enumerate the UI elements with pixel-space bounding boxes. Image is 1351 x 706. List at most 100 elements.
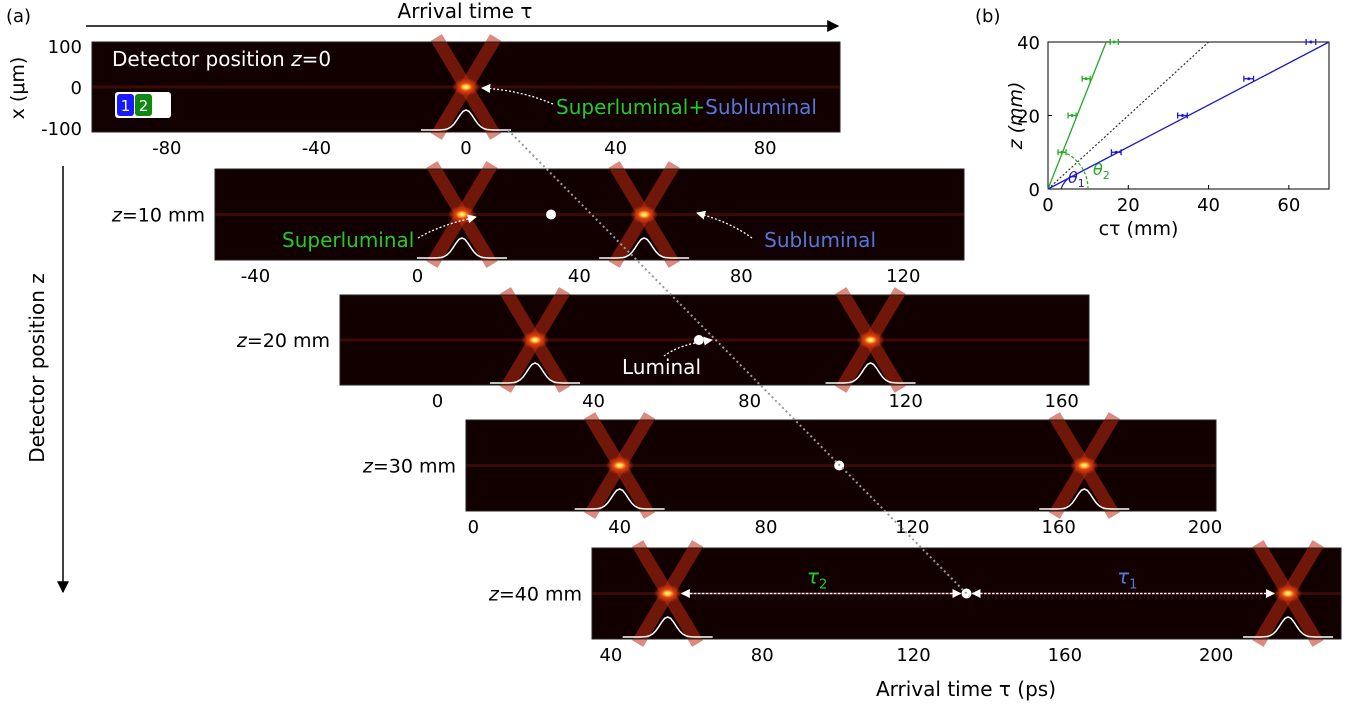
theta1-label: θ1 (1068, 168, 1085, 190)
y-tick-label: 40 (1017, 33, 1040, 54)
annotation-superluminal: Superluminal (282, 228, 414, 252)
spot-core (630, 205, 659, 224)
x-tick-label: -80 (152, 138, 181, 159)
x-tick-label: 40 (1197, 195, 1220, 216)
top-axis-label: Arrival time τ (398, 0, 533, 23)
x-tick-label: -40 (302, 138, 331, 159)
series-blue (1047, 39, 1330, 190)
x-tick-label: 80 (755, 517, 778, 538)
strip-z2: 0 40 80 120 160 z=20 mm (236, 287, 1090, 412)
y-tick-label: -100 (41, 119, 82, 140)
x-tick-label: 40 (599, 645, 622, 666)
x-tick-label: 160 (1045, 391, 1079, 412)
panel-b-label: (b) (975, 6, 1000, 27)
luminal-line (1047, 41, 1209, 190)
data-point (1110, 149, 1122, 156)
strip-border (91, 41, 841, 133)
strip-border (339, 294, 1090, 386)
x-shaped-spot (825, 287, 916, 393)
strip-z1: -40 0 40 80 120 z=10 mm (111, 161, 965, 287)
x-shaped-spot (574, 412, 665, 519)
spot-core (452, 78, 480, 96)
luminal-marker (693, 335, 704, 345)
side-axis-label: Detector position z (25, 273, 49, 463)
x-tick-label: 60 (1277, 195, 1300, 216)
strip-label: z=40 mm (488, 584, 582, 606)
spot-core (856, 331, 885, 349)
x-shaped-spot (622, 540, 713, 647)
panel-b-plot: 0 20 40 60 0 20 40 cτ (mm) z (mm) θ1 θ2 (1005, 33, 1330, 240)
strip-label: z=20 mm (236, 330, 330, 352)
pulse-profile (416, 237, 507, 259)
bottom-axis-label: Arrival time τ (ps) (876, 677, 1056, 701)
x-tick-label: 80 (738, 391, 761, 412)
strip-z4: 40 80 120 160 200 z=40 mm (488, 540, 1342, 666)
spot-core (653, 584, 682, 603)
x-tick-label: 20 (1117, 195, 1140, 216)
x-tick-label: 120 (886, 266, 920, 287)
data-point (1243, 75, 1255, 82)
strip-border (465, 419, 1217, 512)
x-tick-label: 40 (568, 266, 591, 287)
strip-label: z=10 mm (111, 205, 205, 227)
x-tick-label: 0 (468, 517, 479, 538)
fit-line (1047, 41, 1107, 190)
pulse-profile (574, 488, 665, 510)
x-tick-label: 120 (895, 517, 929, 538)
y-tick-label: 0 (1029, 180, 1040, 201)
x-shaped-spot (490, 287, 581, 393)
x-tick-label: 0 (460, 138, 471, 159)
annotation-arrow (481, 83, 554, 105)
strip-border (214, 168, 965, 261)
x-shaped-spot (421, 34, 511, 140)
legend-swatch-1 (117, 94, 134, 116)
x-shaped-spot (1243, 540, 1334, 647)
y-axis-ticks: 100 0 -100 (41, 37, 82, 140)
annotations: 1 2 Superluminal+Subluminal Superluminal Sub… (115, 83, 1275, 599)
y-tick-label: 0 (71, 78, 82, 99)
x-tick-label: 200 (1199, 645, 1233, 666)
fit-line (1047, 41, 1330, 190)
strip-z0: -80 -40 0 40 80 Detector position z=0 (91, 34, 841, 159)
strip-z3: 0 40 80 120 160 200 z=30 mm (362, 412, 1222, 538)
x-shaped-spot (1039, 412, 1130, 519)
spot-core (1274, 584, 1303, 603)
luminal-trajectory-line (507, 129, 970, 597)
tau1-label: τ1 (1117, 565, 1137, 593)
pulse-profile (421, 109, 511, 131)
strip-label: z=30 mm (362, 456, 456, 478)
spot-core (447, 205, 476, 224)
spot-core (521, 331, 550, 349)
x-tick-label: 80 (751, 645, 774, 666)
x-tick-label: 160 (1042, 517, 1076, 538)
annotation-arrow (417, 214, 477, 239)
x-tick-label: 200 (1188, 517, 1222, 538)
x-shaped-spot (416, 161, 507, 268)
x-tick-label: 0 (432, 391, 443, 412)
data-point (1177, 112, 1188, 119)
pulse-profile (1243, 616, 1334, 638)
panel-a-label: (a) (6, 6, 31, 27)
x-tick-label: 80 (730, 266, 753, 287)
theta2-label: θ2 (1093, 160, 1110, 182)
pulse-profile (622, 616, 713, 638)
x-tick-label: 160 (1048, 645, 1082, 666)
x-tick-label: 40 (608, 517, 631, 538)
pulse-profile (1039, 488, 1130, 510)
x-tick-label: 0 (412, 266, 423, 287)
x-tick-label: 120 (896, 645, 930, 666)
data-point (1305, 39, 1317, 45)
strip-label: Detector position z=0 (112, 47, 331, 71)
pulse-profile (825, 362, 916, 384)
pulse-profile (599, 237, 690, 259)
spot-core (1070, 456, 1099, 475)
y-tick-label: 20 (1017, 107, 1040, 128)
annotation-superluminal-plus-subluminal: Superluminal+Subluminal (556, 95, 817, 119)
tau2-label: τ2 (807, 565, 827, 593)
annotation-subluminal: Subluminal (764, 228, 876, 252)
spot-core (605, 456, 634, 475)
pulse-profile (490, 362, 581, 384)
x-tick-label: 80 (754, 138, 777, 159)
